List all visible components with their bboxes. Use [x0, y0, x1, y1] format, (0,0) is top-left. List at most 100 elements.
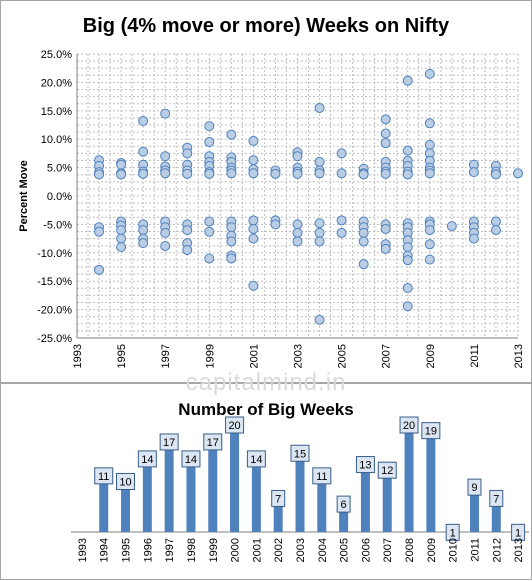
data-point: [204, 168, 215, 179]
data-label: 14: [141, 454, 153, 466]
data-point: [160, 151, 171, 162]
data-point: [358, 169, 369, 180]
x-tick-label: 2000: [230, 538, 242, 562]
data-point: [336, 168, 347, 179]
data-label: 11: [316, 471, 327, 483]
y-tick-label: -20.0%: [37, 305, 72, 317]
data-point: [138, 146, 149, 157]
data-point: [314, 156, 325, 167]
data-point: [226, 129, 237, 140]
data-point: [116, 242, 127, 253]
data-point: [182, 148, 193, 159]
data-label: 7: [275, 493, 281, 505]
data-point: [424, 68, 435, 79]
data-point: [292, 219, 303, 230]
data-label: 1: [450, 527, 456, 539]
x-tick-label: 2013: [513, 538, 525, 562]
data-point: [138, 238, 149, 249]
x-tick-label: 1994: [99, 538, 111, 562]
data-point: [292, 168, 303, 179]
bar: [142, 452, 152, 532]
y-tick-label: 15.0%: [41, 106, 72, 118]
data-point: [204, 253, 215, 264]
data-point: [226, 253, 237, 264]
data-label: 19: [425, 426, 437, 438]
data-point: [94, 169, 105, 180]
x-tick-label: 1999: [208, 538, 220, 562]
y-tick-label: -15.0%: [37, 276, 72, 288]
data-label-box: [312, 467, 332, 485]
data-point: [292, 227, 303, 238]
bar: [404, 419, 414, 532]
data-point: [424, 168, 435, 179]
data-point: [204, 121, 215, 132]
data-point: [182, 225, 193, 236]
data-point: [226, 168, 237, 179]
bar: [469, 481, 479, 532]
x-tick-label: 2001: [248, 344, 260, 368]
data-point: [182, 244, 193, 255]
data-label: 11: [98, 471, 109, 483]
x-tick-label: 2001: [251, 538, 263, 562]
data-label: 14: [250, 454, 262, 466]
y-tick-label: 10.0%: [41, 134, 72, 146]
bar: [186, 452, 196, 532]
bar-plot-area: 1993111994101995141996171997141998171999…: [71, 416, 529, 562]
x-tick-label: 2010: [448, 538, 460, 562]
data-point: [490, 169, 501, 180]
bar: [121, 475, 131, 532]
x-tick-label: 1999: [204, 344, 216, 368]
x-tick-label: 1995: [116, 344, 128, 368]
data-label-box: [246, 450, 266, 468]
data-label: 12: [381, 465, 393, 477]
data-label: 17: [163, 437, 175, 449]
data-point: [380, 128, 391, 139]
bar: [164, 435, 174, 532]
data-label-box: [94, 467, 114, 485]
bar: [426, 424, 436, 532]
data-point: [94, 226, 105, 237]
data-point: [513, 168, 523, 179]
data-point: [160, 240, 171, 251]
data-label: 1: [515, 527, 521, 539]
x-tick-label: 2005: [339, 538, 351, 562]
y-axis-title: Percent Move: [18, 160, 30, 232]
x-tick-label: 2007: [381, 344, 393, 368]
data-label-box: [377, 461, 397, 479]
data-point: [204, 216, 215, 227]
data-point: [116, 233, 127, 244]
bar-chart-panel: Number of Big Weeks 1993 11 1994 10 1995 14 19…: [0, 383, 532, 580]
data-label-box: [355, 456, 375, 474]
data-point: [424, 239, 435, 250]
data-label-box: [181, 450, 201, 468]
data-label-box: [159, 433, 179, 451]
data-point: [226, 236, 237, 247]
x-tick-label: 2011: [469, 538, 481, 562]
data-point: [402, 75, 413, 86]
data-point: [446, 221, 457, 232]
data-label: 6: [341, 499, 347, 511]
x-tick-label: 2008: [404, 538, 416, 562]
data-point: [160, 168, 171, 179]
data-point: [402, 255, 413, 266]
x-tick-label: 2005: [337, 344, 349, 368]
data-point: [270, 168, 281, 179]
data-point: [402, 145, 413, 156]
data-point: [314, 314, 325, 325]
x-tick-label: 2007: [382, 538, 394, 562]
y-tick-label: 25.0%: [41, 49, 72, 61]
data-point: [314, 227, 325, 238]
data-point: [226, 222, 237, 233]
data-point: [380, 138, 391, 149]
data-point: [116, 225, 127, 236]
data-point: [336, 148, 347, 159]
data-label: 7: [493, 493, 499, 505]
data-point: [424, 254, 435, 265]
data-label-box: [336, 495, 351, 513]
y-tick-label: 5.0%: [47, 163, 72, 175]
data-label-box: [203, 433, 223, 451]
watermark: capitalmind.in: [185, 369, 347, 396]
x-tick-label: 2012: [491, 538, 503, 562]
data-point: [292, 236, 303, 247]
scatter-chart-panel: Big (4% move or more) Weeks on Nifty 25.…: [0, 0, 532, 383]
